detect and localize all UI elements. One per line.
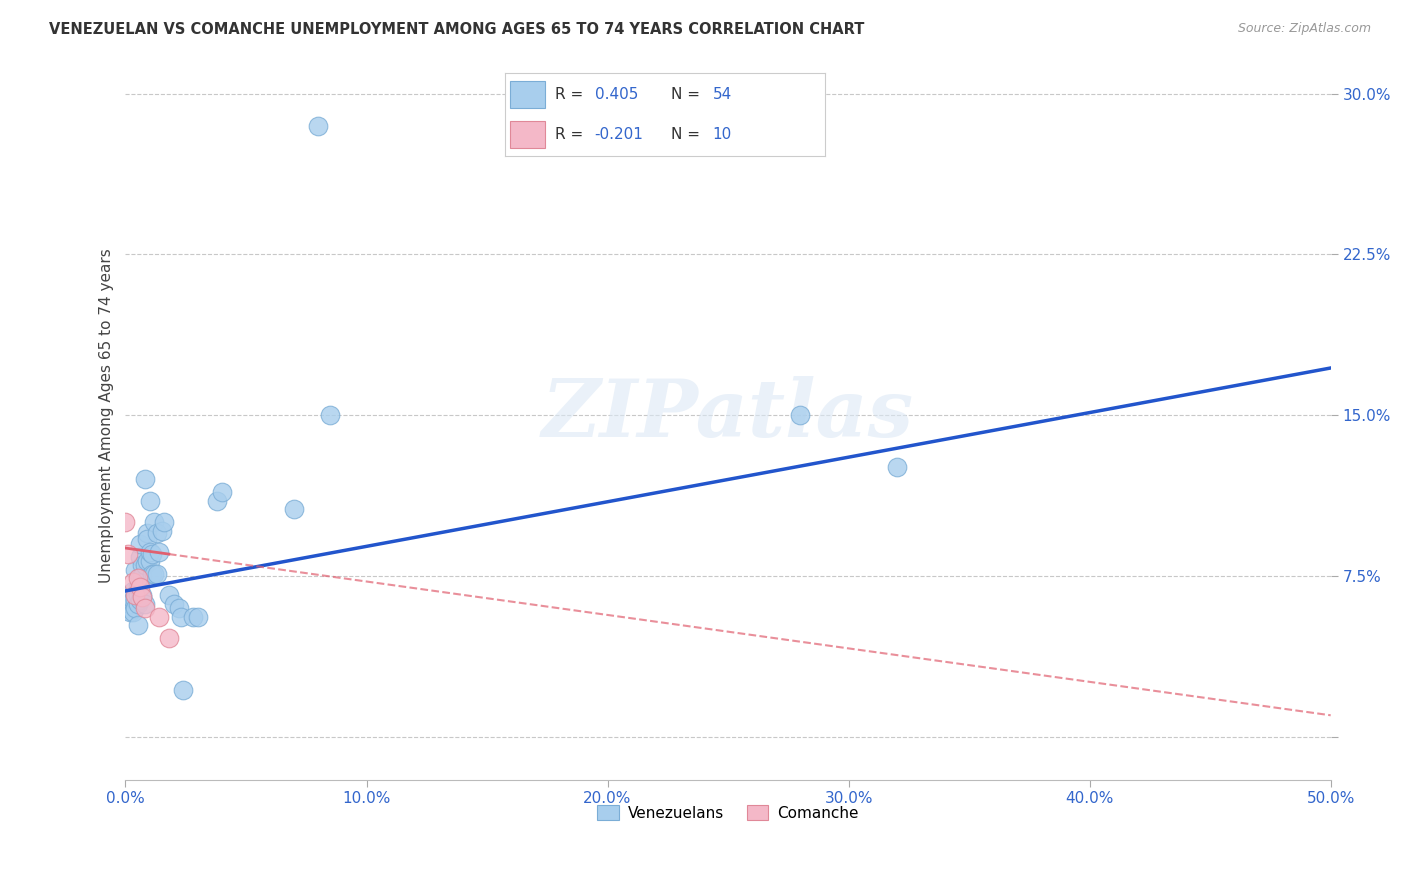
Point (136, 533, 159, 547)
Point (886, 459, 908, 474)
Point (127, 597, 149, 611)
Point (136, 526, 159, 541)
Point (136, 554, 159, 568)
Point (121, 575, 143, 590)
Point (138, 545, 160, 559)
Point (121, 592, 143, 607)
Text: VENEZUELAN VS COMANCHE UNEMPLOYMENT AMONG AGES 65 TO 74 YEARS CORRELATION CHART: VENEZUELAN VS COMANCHE UNEMPLOYMENT AMON… (49, 22, 865, 37)
Point (124, 562, 146, 576)
Point (138, 494, 160, 508)
Point (134, 558, 156, 573)
Point (127, 571, 149, 585)
Point (129, 580, 152, 594)
Point (114, 591, 136, 605)
Point (127, 580, 149, 594)
Point (134, 473, 156, 487)
Point (141, 566, 163, 581)
Point (170, 609, 193, 624)
Point (163, 597, 186, 611)
Point (124, 592, 146, 607)
Point (157, 588, 180, 602)
Point (167, 601, 190, 615)
Point (127, 588, 149, 602)
Point (131, 588, 153, 602)
Point (157, 631, 180, 645)
Point (205, 494, 228, 508)
Legend: Venezuelans, Comanche: Venezuelans, Comanche (591, 798, 865, 827)
Point (124, 601, 146, 615)
Point (114, 516, 136, 530)
Point (127, 618, 149, 632)
Point (129, 549, 152, 564)
Point (143, 516, 166, 530)
Text: Source: ZipAtlas.com: Source: ZipAtlas.com (1237, 22, 1371, 36)
Point (134, 601, 156, 615)
Point (153, 516, 176, 530)
Point (148, 609, 170, 624)
Y-axis label: Unemployment Among Ages 65 to 74 years: Unemployment Among Ages 65 to 74 years (100, 248, 114, 582)
Point (129, 592, 152, 607)
Point (146, 526, 169, 541)
Point (120, 606, 142, 620)
Point (307, 119, 329, 133)
Point (134, 597, 156, 611)
Point (131, 558, 153, 573)
Point (124, 588, 146, 602)
Point (121, 606, 143, 620)
Point (187, 609, 209, 624)
Point (148, 545, 170, 559)
Point (131, 569, 153, 583)
Point (172, 682, 194, 697)
Point (141, 548, 163, 562)
Point (143, 566, 166, 581)
Point (131, 591, 153, 605)
Point (121, 583, 143, 598)
Text: ZIPatlas: ZIPatlas (543, 376, 914, 454)
Point (211, 485, 233, 500)
Point (181, 609, 204, 624)
Point (283, 502, 305, 516)
Point (146, 566, 169, 581)
Point (150, 524, 173, 538)
Point (117, 548, 139, 562)
Point (138, 554, 160, 568)
Point (131, 591, 153, 605)
Point (129, 537, 152, 551)
Point (789, 408, 811, 422)
Point (129, 571, 152, 585)
Point (120, 597, 142, 611)
Point (117, 601, 139, 615)
Point (319, 408, 342, 422)
